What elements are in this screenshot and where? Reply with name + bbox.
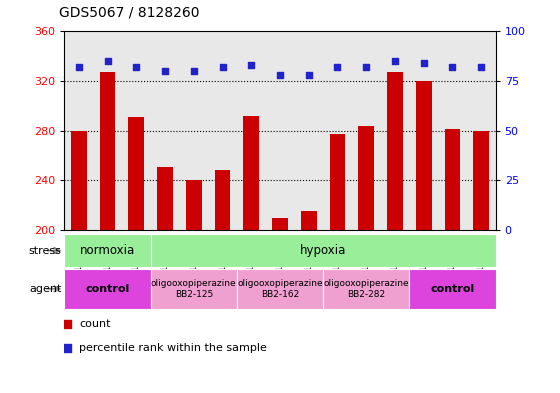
Point bbox=[74, 64, 83, 70]
Text: stress: stress bbox=[29, 246, 62, 255]
Point bbox=[103, 58, 112, 64]
Text: normoxia: normoxia bbox=[80, 244, 135, 257]
Bar bbox=[473, 130, 489, 230]
Point bbox=[333, 64, 342, 70]
Bar bbox=[323, 269, 409, 309]
Point bbox=[362, 64, 371, 70]
Bar bbox=[387, 72, 403, 230]
Text: oligooxopiperazine
BB2-162: oligooxopiperazine BB2-162 bbox=[237, 279, 323, 299]
Bar bbox=[128, 117, 144, 230]
Text: count: count bbox=[80, 319, 111, 329]
Point bbox=[295, 226, 304, 232]
Bar bbox=[237, 269, 323, 309]
Text: percentile rank within the sample: percentile rank within the sample bbox=[80, 343, 267, 353]
Text: GDS5067 / 8128260: GDS5067 / 8128260 bbox=[59, 6, 199, 20]
Point bbox=[132, 64, 141, 70]
Text: oligooxopiperazine
BB2-282: oligooxopiperazine BB2-282 bbox=[324, 279, 409, 299]
Text: control: control bbox=[85, 284, 130, 294]
Point bbox=[247, 62, 256, 68]
Text: oligooxopiperazine
BB2-125: oligooxopiperazine BB2-125 bbox=[151, 279, 236, 299]
Point bbox=[189, 68, 198, 74]
Bar bbox=[244, 116, 259, 230]
Bar bbox=[358, 126, 374, 230]
Bar bbox=[301, 211, 316, 230]
Bar bbox=[64, 234, 151, 267]
Point bbox=[419, 60, 428, 66]
Bar bbox=[64, 269, 151, 309]
Text: hypoxia: hypoxia bbox=[300, 244, 346, 257]
Bar bbox=[214, 170, 230, 230]
Bar bbox=[100, 72, 115, 230]
Bar bbox=[157, 167, 173, 230]
Text: control: control bbox=[430, 284, 475, 294]
Bar bbox=[409, 269, 496, 309]
Point bbox=[304, 72, 313, 78]
Point bbox=[477, 64, 486, 70]
Point bbox=[218, 64, 227, 70]
Text: agent: agent bbox=[29, 284, 62, 294]
Bar bbox=[272, 217, 288, 230]
Point bbox=[276, 72, 284, 78]
Bar bbox=[151, 234, 496, 267]
Point bbox=[295, 11, 304, 18]
Bar bbox=[416, 81, 432, 230]
Bar bbox=[151, 269, 237, 309]
Bar bbox=[445, 129, 460, 230]
Bar bbox=[186, 180, 202, 230]
Point bbox=[390, 58, 399, 64]
Point bbox=[448, 64, 457, 70]
Bar bbox=[71, 130, 87, 230]
Bar bbox=[330, 134, 346, 230]
Point bbox=[161, 68, 170, 74]
